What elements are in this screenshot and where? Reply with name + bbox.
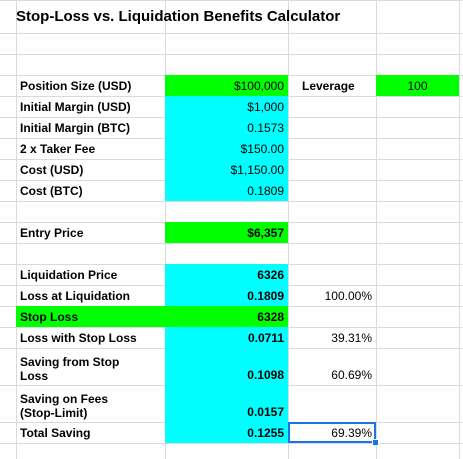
value-cost-btc[interactable]: 0.1809	[165, 180, 288, 201]
grid-line	[0, 54, 463, 55]
sheet-title[interactable]: Stop-Loss vs. Liquidation Benefits Calcu…	[16, 8, 341, 25]
grid-line	[0, 0, 463, 1]
value-saving-on-fees[interactable]: 0.0157	[165, 385, 288, 422]
value-cost-usd[interactable]: $1,150.00	[165, 159, 288, 180]
value-initial-margin-btc[interactable]: 0.1573	[165, 117, 288, 138]
value-total-saving[interactable]: 0.1255	[165, 422, 288, 443]
label-initial-margin-usd[interactable]: Initial Margin (USD)	[20, 99, 131, 114]
label-total-saving[interactable]: Total Saving	[20, 425, 91, 440]
fill-handle[interactable]	[372, 439, 379, 446]
label-position-size[interactable]: Position Size (USD)	[20, 78, 132, 93]
grid-line	[0, 201, 463, 202]
grid-line	[459, 0, 460, 459]
label-liquidation-price[interactable]: Liquidation Price	[20, 267, 118, 282]
grid-line	[0, 33, 463, 34]
grid-line	[0, 243, 463, 244]
label-taker-fee[interactable]: 2 x Taker Fee	[20, 141, 96, 156]
label-loss-at-liquidation[interactable]: Loss at Liquidation	[20, 288, 130, 303]
label-cost-usd[interactable]: Cost (USD)	[20, 162, 84, 177]
grid-line	[16, 0, 17, 459]
value-initial-margin-usd[interactable]: $1,000	[165, 96, 288, 117]
label-stop-loss[interactable]: Stop Loss	[16, 306, 165, 327]
value-taker-fee[interactable]: $150.00	[165, 138, 288, 159]
label-cost-btc[interactable]: Cost (BTC)	[20, 183, 83, 198]
label-loss-with-stop-loss[interactable]: Loss with Stop Loss	[20, 330, 137, 345]
value-liquidation-price[interactable]: 6326	[165, 264, 288, 285]
label-saving-from-stop-loss[interactable]: Saving from Stop Loss	[20, 355, 120, 383]
pct-loss-at-liquidation[interactable]: 100.00%	[324, 288, 372, 303]
label-saving-on-fees[interactable]: Saving on Fees (Stop-Limit)	[20, 392, 109, 420]
pct-saving-from-stop-loss[interactable]: 60.69%	[331, 368, 372, 382]
label-entry-price[interactable]: Entry Price	[20, 225, 84, 240]
value-stop-loss[interactable]: 6328	[165, 306, 288, 327]
value-saving-from-stop-loss[interactable]: 0.1098	[165, 348, 288, 385]
pct-loss-with-stop-loss[interactable]: 39.31%	[331, 330, 372, 345]
value-entry-price[interactable]: $6,357	[165, 222, 288, 243]
pct-total-saving-selected-cell[interactable]: 69.39%	[288, 422, 376, 443]
value-position-size[interactable]: $100,000	[165, 75, 288, 96]
grid-line	[376, 0, 377, 459]
grid-line	[0, 443, 463, 444]
value-loss-at-liquidation[interactable]: 0.1809	[165, 285, 288, 306]
label-leverage[interactable]: Leverage	[302, 78, 355, 93]
value-loss-with-stop-loss[interactable]: 0.0711	[165, 327, 288, 348]
value-leverage[interactable]: 100	[376, 75, 459, 96]
label-initial-margin-btc[interactable]: Initial Margin (BTC)	[20, 120, 130, 135]
grid-line	[288, 0, 289, 459]
